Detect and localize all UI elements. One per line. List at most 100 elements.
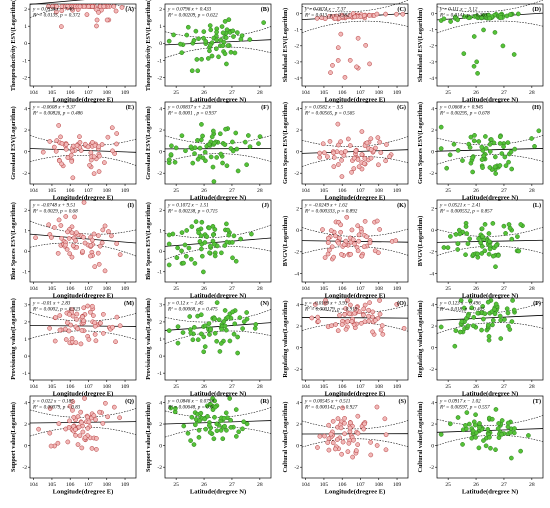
data-point: [80, 446, 84, 450]
x-tick-label: 106: [338, 188, 347, 194]
data-point: [94, 339, 98, 343]
y-tick-label: 4: [431, 106, 434, 112]
data-point: [326, 241, 330, 245]
data-point: [185, 33, 189, 37]
data-point: [456, 241, 460, 245]
data-point: [364, 43, 368, 47]
data-point: [446, 246, 450, 250]
panel-label: (M): [124, 300, 134, 307]
data-point: [512, 426, 516, 430]
data-point: [96, 10, 100, 14]
data-point: [92, 232, 96, 236]
data-point: [456, 148, 460, 152]
data-point: [203, 150, 207, 154]
data-point: [484, 444, 488, 448]
data-point: [56, 251, 60, 255]
data-point: [343, 75, 347, 79]
y-tick-label: 0: [159, 444, 162, 450]
data-point: [342, 243, 346, 247]
y-tick-label: -1: [157, 371, 162, 377]
data-point: [246, 133, 250, 137]
data-point: [80, 315, 84, 319]
data-point: [112, 4, 116, 8]
data-point: [210, 135, 214, 139]
y-tick-label: -2: [429, 171, 434, 177]
y-tick-label: 0: [24, 249, 27, 255]
data-point: [224, 62, 228, 66]
y-tick-label: 0: [431, 444, 434, 450]
y-tick-label: 0: [431, 228, 434, 234]
x-tick-label: 25: [445, 90, 451, 96]
y-tick-label: -2: [294, 250, 299, 256]
data-point: [178, 42, 182, 46]
data-point: [93, 417, 97, 421]
data-point: [228, 339, 232, 343]
data-point: [115, 242, 119, 246]
data-point: [248, 145, 252, 149]
data-point: [70, 149, 74, 153]
data-point: [339, 230, 343, 234]
data-point: [204, 427, 208, 431]
data-point: [74, 341, 78, 345]
x-tick-label: 26: [473, 286, 479, 292]
data-point: [221, 437, 225, 441]
data-point: [53, 339, 57, 343]
data-point: [439, 325, 443, 329]
x-axis-label: Latitude(dregree N): [190, 195, 246, 202]
y-tick-label: 0: [159, 249, 162, 255]
data-point: [56, 441, 60, 445]
data-point: [85, 13, 89, 17]
x-axis-label: Latitude(dregree N): [462, 195, 518, 202]
data-point: [58, 135, 62, 139]
data-point: [490, 417, 494, 421]
data-point: [208, 43, 212, 47]
data-point: [77, 135, 81, 139]
confidence-upper: [302, 137, 408, 147]
data-point: [330, 245, 334, 249]
data-point: [90, 304, 94, 308]
y-tick-label: 0: [24, 444, 27, 450]
data-point: [442, 245, 446, 249]
data-point: [454, 232, 458, 236]
data-point: [360, 129, 364, 133]
data-point: [195, 138, 199, 142]
data-point: [207, 332, 211, 336]
data-point: [114, 9, 118, 13]
data-point: [339, 426, 343, 430]
data-point: [352, 156, 356, 160]
data-point: [371, 310, 375, 314]
y-tick-label: -2: [429, 250, 434, 256]
data-point: [351, 237, 355, 241]
data-point: [197, 231, 201, 235]
data-point: [486, 323, 490, 327]
data-point: [219, 251, 223, 255]
x-tick-label: 25: [173, 188, 179, 194]
data-point: [192, 152, 196, 156]
data-point: [508, 12, 512, 16]
data-point: [491, 221, 495, 225]
data-point: [365, 141, 369, 145]
x-tick-label: 26: [473, 90, 479, 96]
data-point: [175, 256, 179, 260]
data-point: [456, 415, 460, 419]
data-point: [208, 430, 212, 434]
data-point: [74, 231, 78, 235]
data-point: [489, 137, 493, 141]
data-point: [336, 46, 340, 50]
data-point: [466, 314, 470, 318]
x-tick-label: 109: [393, 188, 402, 194]
regression-statistics: R² = 0.00295, p = 0.678: [439, 111, 490, 117]
data-point: [351, 455, 355, 459]
data-point: [98, 321, 102, 325]
x-tick-label: 26: [201, 90, 207, 96]
data-point: [195, 57, 199, 61]
data-point: [191, 338, 195, 342]
data-point: [169, 144, 173, 148]
data-point: [65, 230, 69, 234]
data-point: [106, 229, 110, 233]
data-point: [169, 152, 173, 156]
data-point: [85, 415, 89, 419]
